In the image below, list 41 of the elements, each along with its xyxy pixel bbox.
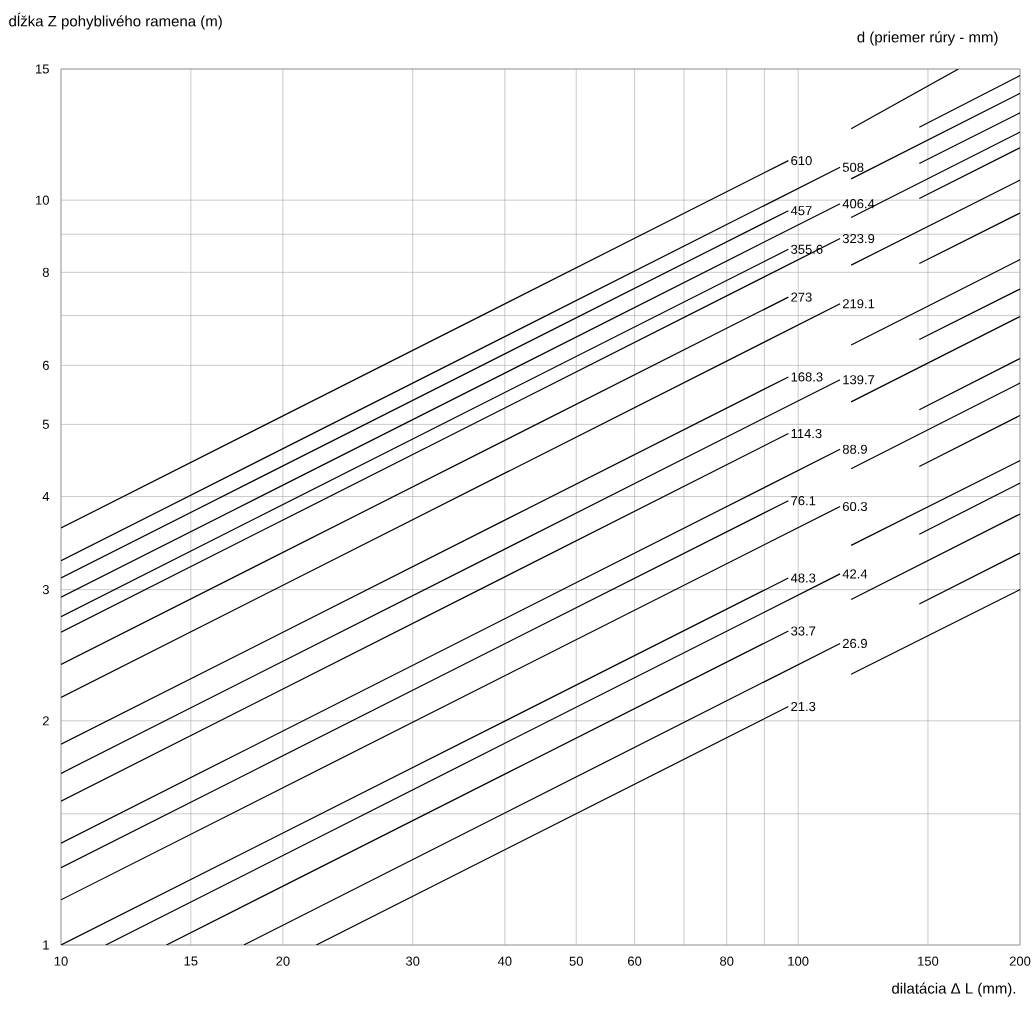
x-tick-label: 10 [54, 956, 68, 966]
x-tick-label: 200 [1009, 956, 1031, 966]
series-label: 33.7 [791, 626, 816, 636]
x-tick-label: 30 [405, 956, 420, 966]
series-label: 610 [791, 156, 812, 166]
series-label: 273 [791, 292, 812, 302]
x-tick-label: 60 [628, 956, 642, 966]
series-label: 76.1 [791, 496, 816, 506]
x-tick-label: 100 [788, 956, 809, 966]
y-tick-label: 1 [43, 940, 49, 950]
y-tick-label: 4 [42, 492, 50, 502]
x-axis-title: dilatácia Δ L (mm). [892, 982, 1016, 997]
series-label: 26.9 [842, 638, 867, 649]
x-tick-label: 80 [720, 956, 734, 966]
series-label: 114.3 [791, 428, 822, 439]
y-axis-title: dĺžka Z pohyblivého ramena (m) [9, 12, 222, 30]
y-tick-label: 5 [42, 419, 49, 429]
series-label: 323.9 [842, 233, 875, 244]
y-tick-label: 3 [42, 585, 49, 595]
series-label: 42.4 [842, 569, 868, 579]
x-tick-label: 50 [569, 956, 583, 966]
series-label: 219.1 [842, 299, 875, 309]
x-tick-label: 20 [276, 956, 290, 966]
y-tick-label: 6 [42, 360, 49, 370]
y-tick-label: 2 [42, 716, 49, 726]
series-label: 168.3 [791, 372, 823, 382]
y-tick-label: 10 [36, 195, 49, 205]
series-label: 508 [842, 162, 864, 172]
series-label: 88.9 [842, 444, 867, 454]
y-tick-label: 15 [36, 64, 49, 74]
x-tick-label: 40 [497, 956, 512, 966]
series-label: 406.4 [842, 199, 875, 209]
series-label: 60.3 [842, 501, 868, 512]
x-tick-label: 15 [184, 956, 198, 966]
series-label: 457 [790, 206, 812, 216]
y-tick-label: 8 [42, 267, 49, 277]
series-label: 21.3 [791, 701, 816, 712]
legend-title: d (priemer rúry - mm) [857, 31, 998, 46]
x-tick-label: 150 [918, 956, 939, 966]
series-label: 48.3 [790, 573, 816, 583]
series-label: 139.7 [843, 375, 875, 385]
